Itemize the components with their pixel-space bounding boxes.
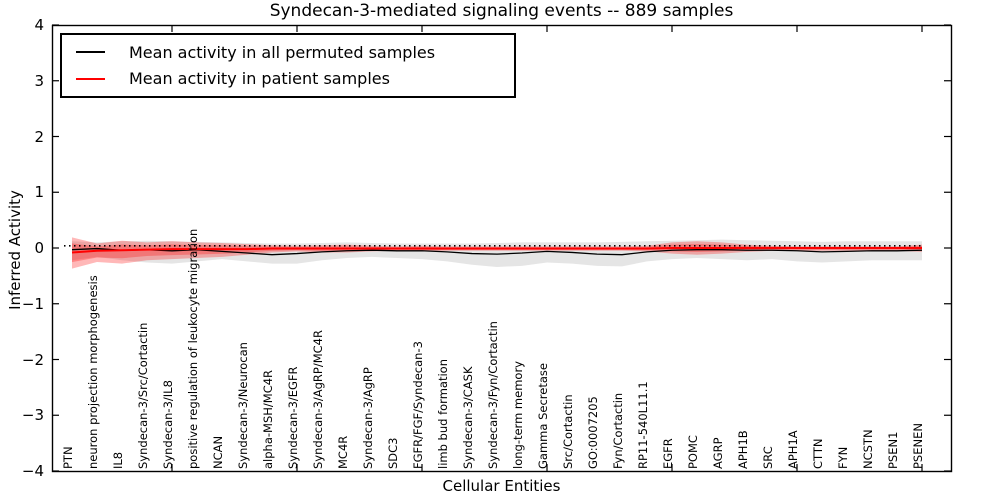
x-category-label: FYN (836, 446, 850, 469)
x-category-label: PTN (61, 446, 75, 469)
x-category-label: Syndecan-3/CASK (461, 366, 475, 469)
x-category-label: APH1B (736, 430, 750, 469)
x-category-label: long-term memory (511, 361, 525, 469)
legend: Mean activity in all permuted samples Me… (60, 33, 516, 98)
x-axis-label: Cellular Entities (442, 477, 561, 495)
y-tick-label: 2 (34, 127, 44, 146)
x-category-label: GO:0007205 (586, 396, 600, 469)
x-category-label: EGFR (661, 438, 675, 469)
x-category-label: SRC (761, 446, 775, 469)
x-category-label: FGFR/FGF/Syndecan-3 (411, 341, 425, 469)
x-category-label: NCSTN (861, 429, 875, 469)
x-category-label: AGRP (711, 437, 725, 469)
patient-mean-line (71, 247, 922, 254)
x-category-label: APH1A (786, 430, 800, 469)
legend-item-permuted: Mean activity in all permuted samples (62, 43, 514, 62)
permuted-line-sample (76, 51, 105, 54)
chart-title: Syndecan-3-mediated signaling events -- … (269, 1, 734, 21)
x-category-label: Src/Cortactin (561, 394, 575, 469)
permuted-mean-line (71, 247, 923, 256)
x-category-label: POMC (686, 435, 700, 469)
y-tick-label: −2 (21, 350, 44, 369)
y-tick-label: 3 (34, 71, 44, 90)
x-category-label: alpha-MSH/MC4R (261, 369, 275, 469)
x-category-label: IL8 (111, 451, 125, 469)
x-category-label: Syndecan-3/Src/Cortactin (136, 322, 150, 469)
x-category-label: Syndecan-3/Fyn/Cortactin (486, 321, 500, 469)
x-category-label: Gamma Secretase (536, 363, 550, 469)
x-category-label: RP11-540L11.1 (636, 381, 650, 469)
y-tick-label: 1 (34, 183, 44, 202)
x-category-label: NCAN (211, 435, 225, 469)
y-tick-label: −4 (21, 462, 44, 480)
x-category-label: CTTN (811, 438, 825, 469)
x-category-label: Syndecan-3/EGFR (286, 366, 300, 469)
y-tick-label: −3 (21, 406, 44, 425)
y-tick-label: 4 (34, 16, 44, 34)
legend-label-patient: Mean activity in patient samples (129, 69, 390, 89)
x-category-label: Syndecan-3/AgRP/MC4R (311, 330, 325, 469)
x-category-label: MC4R (336, 435, 350, 469)
x-category-label: Syndecan-3/Neurocan (236, 342, 250, 469)
x-category-label: Syndecan-3/IL8 (161, 380, 175, 469)
x-category-label: limb bud formation (436, 359, 450, 469)
y-tick-label: 0 (34, 239, 44, 257)
x-category-label: PSEN1 (886, 431, 900, 469)
x-category-label: Syndecan-3/AgRP (361, 367, 375, 469)
x-category-label: PSENEN (911, 423, 925, 469)
x-category-label: neuron projection morphogenesis (86, 275, 100, 469)
y-tick-label: −1 (21, 294, 44, 313)
patient-line-sample (76, 77, 105, 80)
x-category-label: SDC3 (386, 437, 400, 469)
x-category-label: positive regulation of leukocyte migrati… (186, 228, 200, 469)
legend-label-permuted: Mean activity in all permuted samples (129, 42, 436, 62)
legend-item-patient: Mean activity in patient samples (62, 69, 514, 88)
x-category-label: Fyn/Cortactin (611, 392, 625, 469)
